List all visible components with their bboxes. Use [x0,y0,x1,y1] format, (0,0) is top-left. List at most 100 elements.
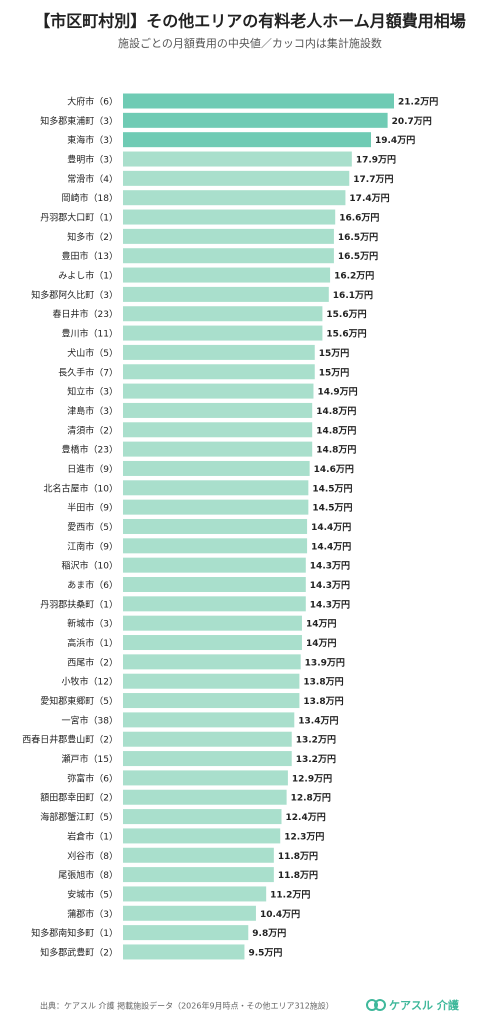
value-label: 16.5万円 [338,251,378,262]
value-label: 15万円 [319,367,350,378]
bar [123,789,287,805]
value-label: 13.8万円 [303,696,343,707]
source-note: 出典：ケアスル 介護 掲載施設データ（2026年9月時点・その他エリア312施設… [40,1001,334,1011]
value-label: 17.7万円 [353,174,393,185]
value-label: 14.8万円 [316,406,356,417]
value-label: 16.1万円 [333,290,373,301]
bar [123,712,295,728]
category-label: 高浜市（1） [67,637,118,649]
value-label: 15.6万円 [326,329,366,340]
value-label: 13.2万円 [296,735,336,746]
value-label: 14.8万円 [316,445,356,456]
value-label: 14.4万円 [311,522,351,533]
value-label: 13.9万円 [305,657,345,668]
bar [123,383,314,399]
category-label: 知多郡東浦町（3） [40,115,118,127]
category-label: 刈谷市（8） [67,850,118,862]
value-label: 20.7万円 [392,116,432,127]
bar [123,847,274,863]
value-label: 14.5万円 [312,483,352,494]
bar [123,209,336,225]
value-label: 15万円 [319,348,350,359]
value-label: 14.3万円 [310,580,350,591]
bar [123,344,315,360]
value-label: 13.4万円 [298,715,338,726]
bar [123,905,256,921]
value-label: 16.2万円 [334,271,374,282]
category-label: 豊川市（11） [62,328,118,340]
value-label: 14.3万円 [310,561,350,572]
bar [123,402,313,418]
bar [123,325,323,341]
value-label: 12.9万円 [292,773,332,784]
category-label: 岡崎市（18） [62,192,118,204]
value-label: 13.8万円 [303,677,343,688]
value-label: 11.2万円 [270,889,310,900]
category-label: 常滑市（4） [67,173,118,185]
bar [123,112,388,128]
category-label: 知多市（2） [67,231,118,243]
category-label: 西春日井郡豊山町（2） [22,734,118,746]
bar [123,499,309,515]
bar [123,170,350,186]
bar [123,422,313,438]
category-label: 新城市（3） [67,618,118,630]
value-label: 9.5万円 [248,947,282,958]
category-label: 清須市（2） [67,424,118,436]
bar [123,132,371,148]
bar [123,460,310,476]
category-label: 長久手市（7） [58,366,118,378]
bar [123,731,292,747]
logo-icon [366,999,386,1011]
category-label: 稲沢市（10） [62,560,118,572]
logo-text: ケアスル 介護 [389,998,460,1012]
category-label: 大府市（6） [67,96,118,108]
bar [123,615,302,631]
value-label: 14.6万円 [314,464,354,475]
value-label: 17.9万円 [356,155,396,166]
bar [123,867,274,883]
category-label: 安城市（5） [67,888,118,900]
category-label: 蒲郡市（3） [67,908,118,920]
bar [123,635,302,651]
bar [123,190,346,206]
bar [123,557,306,573]
value-label: 16.6万円 [339,213,379,224]
category-label: 江南市（9） [67,540,118,552]
value-label: 14万円 [306,619,337,630]
category-label: みよし市（1） [58,270,118,282]
bar [123,693,300,709]
category-label: 豊明市（3） [67,154,118,166]
category-label: 瀬戸市（15） [62,753,118,765]
value-label: 14.8万円 [316,425,356,436]
value-label: 12.4万円 [286,812,326,823]
bar [123,770,288,786]
bar [123,151,352,167]
value-label: 12.3万円 [284,831,324,842]
category-label: 一宮市（38） [62,714,118,726]
category-label: 海部郡蟹江町（5） [40,811,118,823]
bar [123,886,267,902]
bar [123,267,331,283]
bar [123,925,249,941]
value-label: 10.4万円 [260,909,300,920]
bar [123,828,281,844]
bar [123,577,306,592]
category-label: 西尾市（2） [67,656,118,668]
value-label: 9.8万円 [252,928,286,939]
bar [123,286,329,302]
bar [123,596,306,612]
bar [123,944,245,960]
value-label: 21.2万円 [398,97,438,108]
category-label: 春日井市（23） [53,308,118,320]
bar [123,248,334,264]
category-label: 日進市（9） [67,463,118,475]
category-label: 犬山市（5） [67,347,118,359]
category-label: 額田郡幸田町（2） [40,792,118,804]
category-label: 小牧市（12） [62,676,118,688]
bar [123,228,334,244]
category-label: 弥富市（6） [67,772,118,784]
category-label: 知多郡武豊町（2） [40,946,118,958]
value-label: 14.9万円 [317,387,357,398]
